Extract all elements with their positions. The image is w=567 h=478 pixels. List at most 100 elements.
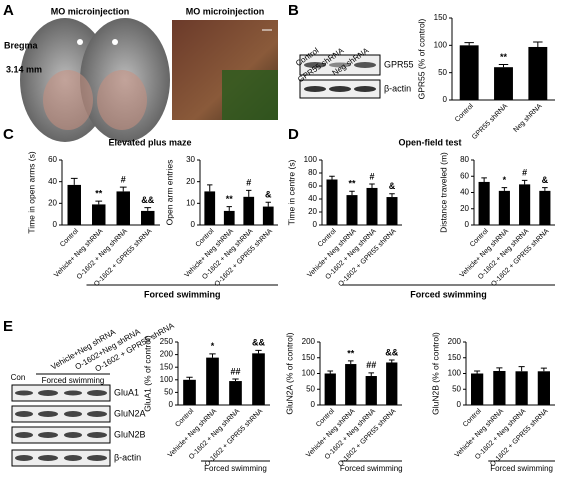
y-tick-label: 0 bbox=[313, 220, 318, 229]
error-bar bbox=[347, 360, 354, 365]
error-bar bbox=[226, 206, 232, 211]
significance-label: & bbox=[265, 190, 272, 200]
y-tick-label: 150 bbox=[434, 13, 448, 22]
bar bbox=[229, 381, 242, 405]
bar bbox=[204, 191, 216, 225]
error-bar bbox=[474, 370, 481, 374]
error-bar bbox=[255, 349, 262, 354]
error-bar bbox=[349, 190, 355, 196]
bar bbox=[539, 190, 551, 225]
panel-letter: D bbox=[288, 126, 299, 143]
y-tick-label: 0 bbox=[191, 220, 196, 229]
bar bbox=[365, 376, 377, 405]
bar bbox=[67, 184, 81, 225]
x-tick-label: Control bbox=[59, 227, 80, 248]
y-tick-label: 20 bbox=[308, 207, 317, 216]
significance-label: * bbox=[503, 175, 507, 185]
y-tick-label: 150 bbox=[448, 353, 462, 362]
error-bar bbox=[95, 200, 103, 205]
bar bbox=[386, 362, 398, 405]
y-tick-label: 100 bbox=[448, 369, 462, 378]
bar bbox=[498, 190, 510, 225]
y-tick-label: 150 bbox=[302, 353, 316, 362]
y-tick-label: 100 bbox=[434, 40, 448, 49]
y-tick-label: 150 bbox=[160, 362, 174, 371]
x-tick-label: Control bbox=[174, 407, 195, 428]
significance-label: & bbox=[542, 175, 549, 185]
error-bar bbox=[521, 179, 528, 185]
y-tick-label: 40 bbox=[460, 188, 469, 197]
error-bar bbox=[329, 175, 335, 180]
significance-label: # bbox=[369, 171, 374, 181]
significance-label: # bbox=[522, 168, 527, 178]
y-tick-label: 60 bbox=[48, 155, 57, 164]
band-label: GluA1 bbox=[114, 387, 139, 397]
error-bar bbox=[119, 186, 127, 192]
bar bbox=[92, 204, 106, 225]
significance-label: ** bbox=[95, 189, 103, 199]
y-tick-label: 40 bbox=[48, 177, 57, 186]
bregma-label: Bregma bbox=[4, 40, 39, 50]
x-tick-label: Vehicle+ Neg shRNA bbox=[53, 228, 105, 280]
error-bar bbox=[232, 378, 239, 382]
y-tick-label: 0 bbox=[169, 400, 174, 409]
x-tick-label: Control bbox=[454, 102, 475, 123]
y-tick-label: 10 bbox=[186, 198, 195, 207]
western-blot-e bbox=[11, 373, 111, 467]
significance-label: && bbox=[252, 338, 265, 348]
panel-letter: A bbox=[3, 2, 14, 19]
y-tick-label: 0 bbox=[311, 400, 316, 409]
x-tick-label: Neg shRNA bbox=[512, 103, 543, 134]
bar bbox=[252, 353, 265, 405]
significance-label: ** bbox=[348, 179, 356, 189]
bar bbox=[537, 371, 550, 405]
bar bbox=[471, 373, 484, 405]
fluorescence-image bbox=[172, 20, 278, 120]
error-bar bbox=[186, 376, 193, 380]
significance-label: # bbox=[121, 174, 126, 184]
error-bar bbox=[369, 183, 375, 188]
error-bar bbox=[209, 353, 216, 358]
y-tick-label: 200 bbox=[160, 350, 174, 359]
bar bbox=[459, 45, 479, 100]
y-tick-label: 80 bbox=[308, 168, 317, 177]
significance-label: ** bbox=[347, 348, 355, 358]
image-title: MO microinjection bbox=[186, 6, 265, 16]
y-tick-label: 250 bbox=[160, 337, 174, 346]
band-label: GluN2A bbox=[114, 408, 146, 418]
lane-label: Con bbox=[11, 373, 26, 382]
y-tick-label: 100 bbox=[160, 375, 174, 384]
significance-label: && bbox=[141, 195, 154, 205]
y-tick-label: 50 bbox=[306, 384, 315, 393]
significance-label: ## bbox=[230, 366, 240, 376]
bar bbox=[206, 357, 219, 405]
y-tick-label: 0 bbox=[443, 95, 448, 104]
error-bar bbox=[518, 366, 525, 372]
x-tick-label: Control bbox=[462, 407, 483, 428]
y-axis-label: GPR55 (% of control) bbox=[416, 18, 426, 99]
bar bbox=[324, 373, 336, 405]
error-bar bbox=[265, 201, 271, 207]
significance-label: * bbox=[211, 341, 215, 351]
significance-label: ** bbox=[500, 52, 508, 62]
error-bar bbox=[207, 184, 213, 192]
bar bbox=[528, 46, 548, 100]
significance-label: & bbox=[389, 181, 396, 191]
y-tick-label: 100 bbox=[304, 155, 318, 164]
panel-title: Elevated plus maze bbox=[108, 137, 191, 147]
y-tick-label: 0 bbox=[465, 220, 470, 229]
significance-label: ## bbox=[366, 360, 376, 370]
group-label: Forced swimming bbox=[340, 464, 403, 473]
brain-section bbox=[20, 18, 170, 142]
panel-letter: E bbox=[3, 318, 13, 335]
error-bar bbox=[481, 177, 487, 182]
y-axis-label: GluA1 (% of control) bbox=[142, 335, 152, 412]
error-bar bbox=[144, 207, 152, 211]
y-tick-label: 200 bbox=[448, 337, 462, 346]
bar bbox=[478, 181, 490, 225]
bar bbox=[346, 195, 358, 225]
significance-label: ** bbox=[226, 194, 234, 204]
y-tick-label: 20 bbox=[186, 177, 195, 186]
y-axis-label: Time in open arms (s) bbox=[26, 151, 36, 234]
bar bbox=[386, 197, 398, 225]
